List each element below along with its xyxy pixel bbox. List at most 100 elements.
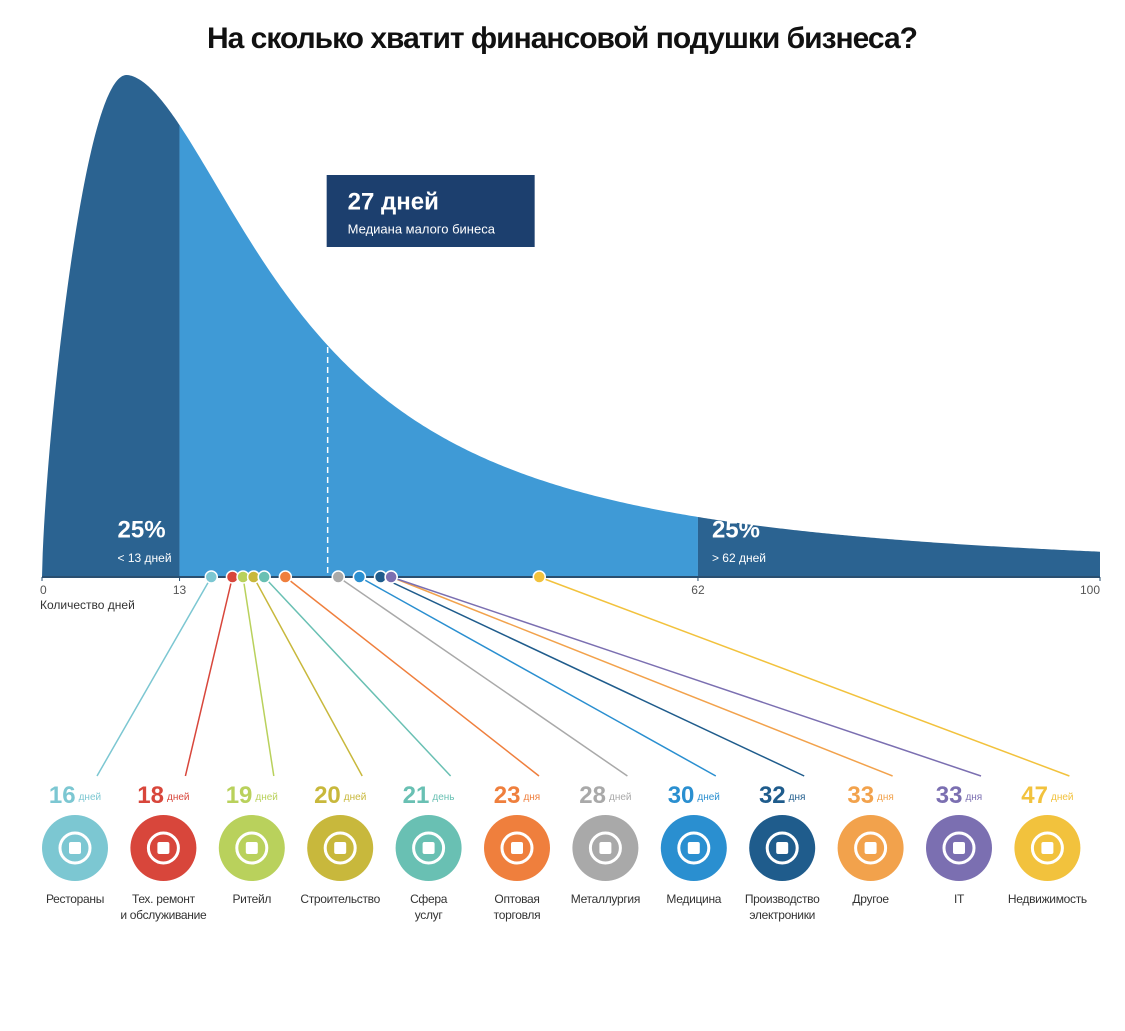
industry-value: 47 дней bbox=[1021, 782, 1073, 809]
median-box bbox=[326, 175, 535, 247]
icon-glyph bbox=[677, 831, 711, 865]
value-number: 30 bbox=[668, 782, 695, 809]
industry-name: Металлургия bbox=[570, 892, 641, 906]
x-tick-label: 0 bbox=[40, 583, 47, 597]
connector bbox=[390, 576, 982, 777]
icon-glyph bbox=[511, 842, 523, 854]
region-text: > 62 дней bbox=[712, 551, 766, 565]
icon-glyph bbox=[765, 831, 799, 865]
connector bbox=[96, 576, 212, 777]
value-unit: дней bbox=[609, 792, 632, 803]
connector bbox=[184, 576, 234, 777]
x-tick-label: 100 bbox=[1080, 583, 1100, 597]
industry-name: Производство электроники bbox=[744, 892, 820, 922]
icon-glyph bbox=[323, 831, 357, 865]
icon-glyph bbox=[146, 831, 180, 865]
connector bbox=[252, 576, 363, 777]
chart-title: На сколько хватит финансовой подушки биз… bbox=[207, 22, 917, 55]
icon-glyph bbox=[588, 831, 622, 865]
x-tick-label: 62 bbox=[691, 583, 705, 597]
value-unit: дней bbox=[79, 792, 102, 803]
industry-dot bbox=[331, 570, 345, 584]
connector bbox=[538, 576, 1070, 777]
value-unit: дня bbox=[965, 792, 982, 803]
value-unit: дня bbox=[877, 792, 894, 803]
value-number: 23 bbox=[494, 782, 521, 809]
x-axis-label: Количество дней bbox=[40, 598, 135, 612]
icon-glyph bbox=[334, 842, 347, 854]
icon-glyph bbox=[776, 842, 789, 854]
icon-glyph bbox=[1030, 831, 1064, 865]
icon-glyph bbox=[854, 831, 888, 865]
value-unit: дня bbox=[523, 792, 540, 803]
icon-glyph bbox=[58, 831, 92, 865]
connector bbox=[390, 576, 893, 777]
industry-dot bbox=[352, 570, 367, 584]
industry-value: 16 дней bbox=[49, 782, 101, 809]
industry-value: 28 дней bbox=[579, 782, 631, 809]
industry-dot bbox=[384, 570, 398, 584]
icon-glyph bbox=[599, 842, 612, 854]
icon-glyph bbox=[245, 842, 258, 854]
region-share: 25% bbox=[118, 516, 166, 543]
industry-name: Строительство bbox=[300, 892, 380, 906]
icon-glyph bbox=[412, 831, 446, 865]
industry-dot bbox=[278, 570, 293, 584]
x-tick-label: 13 bbox=[173, 583, 187, 597]
icon-glyph bbox=[422, 842, 435, 854]
industry-value: 33 дня bbox=[936, 782, 982, 809]
median-caption: Медиана малого бинеса bbox=[348, 221, 496, 236]
value-number: 19 bbox=[226, 782, 253, 809]
icon-glyph bbox=[69, 842, 81, 854]
icon-glyph bbox=[500, 831, 534, 865]
value-unit: дней bbox=[167, 792, 190, 803]
value-number: 21 bbox=[403, 782, 430, 809]
industry-value: 18 дней bbox=[137, 782, 189, 809]
industry-name: Оптовая торговля bbox=[493, 892, 541, 922]
industry-name: Другое bbox=[852, 892, 889, 906]
icon-glyph bbox=[864, 842, 877, 854]
industry-value: 33 дня bbox=[847, 782, 893, 809]
industry-name: Тех. ремонт и обслуживание bbox=[120, 892, 207, 922]
icon-glyph bbox=[687, 842, 700, 854]
industry-name: Сфера услуг bbox=[410, 892, 448, 922]
value-unit: день bbox=[432, 792, 454, 803]
value-number: 33 bbox=[936, 782, 963, 809]
icon-glyph bbox=[157, 842, 170, 854]
industry-name: Ритейл bbox=[232, 892, 272, 906]
area-region bbox=[179, 125, 698, 577]
median-label: 27 дней bbox=[348, 188, 439, 215]
icon-glyph bbox=[1041, 842, 1054, 854]
industry-value: 21 день bbox=[403, 782, 455, 809]
industry-name: IT bbox=[953, 892, 965, 906]
industry-value: 23 дня bbox=[494, 782, 540, 809]
connector bbox=[284, 576, 540, 777]
value-number: 33 bbox=[847, 782, 874, 809]
value-unit: дня bbox=[789, 792, 806, 803]
area-region bbox=[697, 516, 1100, 577]
value-number: 32 bbox=[759, 782, 786, 809]
connector bbox=[359, 576, 717, 777]
industry-name: Рестораны bbox=[45, 892, 105, 906]
industry-value: 19 дней bbox=[226, 782, 278, 809]
connector bbox=[380, 576, 805, 777]
value-unit: дней bbox=[255, 792, 278, 803]
industry-name: Недвижимость bbox=[1007, 892, 1087, 906]
value-unit: дней bbox=[697, 792, 720, 803]
icon-glyph bbox=[942, 831, 976, 865]
value-number: 20 bbox=[314, 782, 341, 809]
industry-value: 30 дней bbox=[668, 782, 720, 809]
value-number: 47 bbox=[1021, 782, 1048, 809]
region-text: < 13 дней bbox=[118, 551, 172, 565]
connector bbox=[337, 576, 628, 777]
industry-dot bbox=[257, 570, 271, 584]
industry-value: 32 дня bbox=[759, 782, 805, 809]
industry-value: 20 дней bbox=[314, 782, 366, 809]
region-share: 25% bbox=[712, 516, 760, 543]
icon-glyph bbox=[235, 831, 269, 865]
icon-glyph bbox=[953, 842, 965, 854]
connector bbox=[242, 576, 275, 777]
connector bbox=[263, 576, 452, 777]
